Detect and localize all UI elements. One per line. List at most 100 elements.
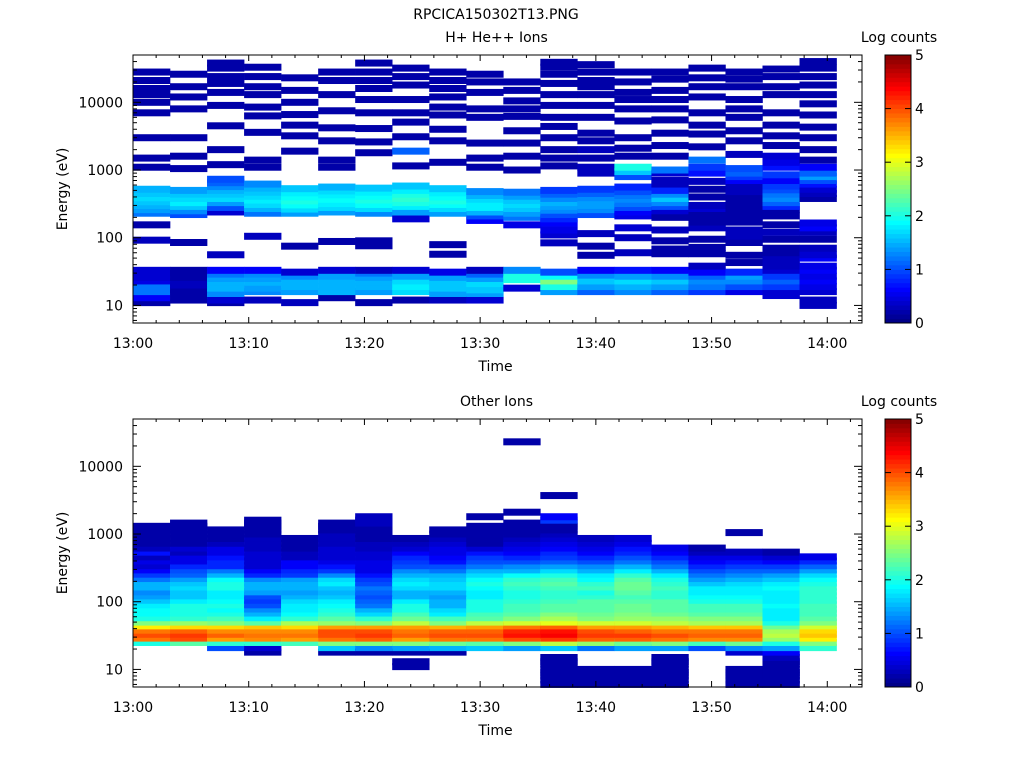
heatmap-cell	[244, 539, 282, 547]
heatmap-cell	[318, 237, 356, 245]
heatmap-cell	[577, 557, 615, 565]
heatmap-cell	[799, 163, 837, 171]
heatmap-cell	[466, 566, 504, 574]
heatmap-cell	[207, 539, 245, 547]
heatmap-cell	[392, 622, 430, 630]
heatmap-cell	[577, 596, 615, 604]
colorbar-segment	[885, 202, 911, 208]
heatmap-cell	[577, 169, 615, 177]
heatmap-cell	[355, 184, 393, 192]
heatmap-cell	[503, 438, 541, 446]
heatmap-cell	[614, 212, 652, 220]
heatmap-cell	[651, 601, 689, 609]
heatmap-cell	[688, 64, 726, 72]
heatmap-cell	[281, 288, 319, 296]
heatmap-cell	[725, 614, 763, 622]
colorbar-segment	[885, 211, 911, 217]
heatmap-cell	[799, 73, 837, 81]
heatmap-cell	[799, 111, 837, 119]
heatmap-cell	[799, 244, 837, 252]
heatmap-cell	[762, 557, 800, 565]
heatmap-cell	[725, 548, 763, 556]
heatmap-cell	[503, 526, 541, 534]
heatmap-cell	[540, 211, 578, 219]
heatmap-cell	[429, 605, 467, 613]
heatmap-cell	[392, 658, 430, 666]
heatmap-cell	[318, 596, 356, 604]
heatmap-cell	[688, 272, 726, 280]
heatmap-cell	[133, 534, 171, 542]
heatmap-cell	[651, 75, 689, 83]
colorbar-segment	[885, 597, 911, 603]
heatmap-cell	[392, 162, 430, 170]
heatmap-cell	[799, 156, 837, 164]
heatmap-cell	[762, 158, 800, 166]
heatmap-cell	[133, 575, 171, 583]
heatmap-cell	[466, 113, 504, 121]
heatmap-cell	[244, 73, 282, 81]
heatmap-cell	[577, 163, 615, 171]
heatmap-cell	[725, 165, 763, 173]
x-tick-label: 13:20	[344, 700, 384, 716]
heatmap-cell	[762, 618, 800, 626]
heatmap-cell	[281, 277, 319, 285]
heatmap-cell	[540, 557, 578, 565]
heatmap-cell	[577, 644, 615, 652]
heatmap-cell	[355, 273, 393, 281]
heatmap-cell	[281, 205, 319, 213]
heatmap-cell	[207, 592, 245, 600]
heatmap-cell	[392, 199, 430, 207]
heatmap-cell	[614, 272, 652, 280]
heatmap-cell	[244, 184, 282, 192]
colorbar-segment	[885, 535, 911, 540]
colorbar-segment	[885, 224, 911, 230]
heatmap-cell	[688, 243, 726, 251]
heatmap-cell	[540, 596, 578, 604]
heatmap-cell	[355, 539, 393, 547]
heatmap-cell	[503, 166, 541, 174]
heatmap-cell	[133, 634, 171, 642]
heatmap-cell	[688, 235, 726, 243]
heatmap-cell	[688, 644, 726, 652]
heatmap-cell	[244, 630, 282, 638]
heatmap-cell	[688, 109, 726, 117]
heatmap-cell	[244, 570, 282, 578]
heatmap-cell	[577, 113, 615, 121]
heatmap-cell	[577, 137, 615, 145]
heatmap-cell	[170, 622, 208, 630]
heatmap-cell	[503, 618, 541, 626]
heatmap-cell	[355, 85, 393, 92]
heatmap-cell	[244, 205, 282, 213]
heatmap-cell	[355, 626, 393, 634]
x-tick-label: 13:10	[229, 700, 269, 716]
heatmap-cell	[244, 588, 282, 596]
heatmap-cell	[429, 205, 467, 213]
colorbar-segment	[885, 90, 911, 96]
heatmap-cell	[762, 277, 800, 285]
heatmap-cell	[577, 583, 615, 591]
heatmap-cell	[725, 169, 763, 177]
heatmap-cell	[355, 605, 393, 613]
heatmap-cell	[133, 266, 171, 274]
heatmap-cell	[207, 79, 245, 87]
heatmap-cell	[133, 605, 171, 613]
heatmap-cell	[355, 109, 393, 117]
heatmap-cell	[503, 519, 541, 527]
heatmap-cell	[651, 583, 689, 591]
heatmap-cell	[799, 58, 837, 66]
heatmap-cell	[170, 190, 208, 198]
colorbar-segment	[885, 548, 911, 554]
heatmap-cell	[651, 676, 689, 684]
heatmap-cell	[725, 601, 763, 609]
heatmap-cell	[762, 272, 800, 280]
heatmap-cell	[318, 91, 356, 99]
colorbar-segment	[885, 314, 911, 319]
heatmap-cell	[577, 575, 615, 583]
heatmap-cell	[799, 596, 837, 604]
heatmap-cell	[207, 186, 245, 194]
heatmap-cell	[614, 592, 652, 600]
heatmap-cell	[651, 129, 689, 137]
heatmap-cell	[540, 231, 578, 239]
colorbar-segment	[885, 282, 911, 288]
heatmap-cell	[651, 665, 689, 673]
